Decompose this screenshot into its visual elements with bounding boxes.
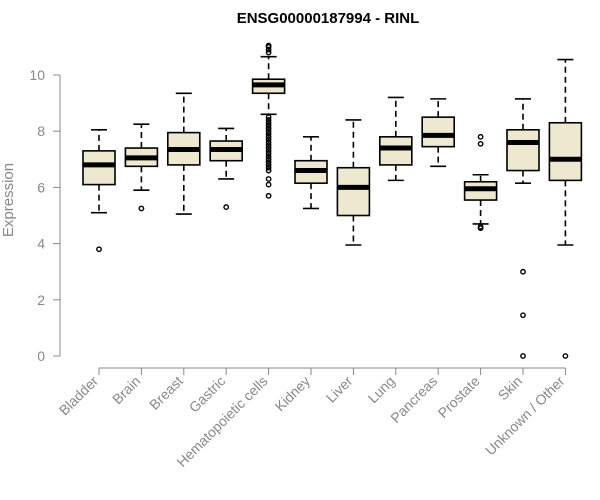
plot-area [82,42,583,359]
box-iqr [378,136,413,166]
box-group [124,123,159,212]
outlier-point [265,122,272,129]
x-tick-label: Skin [495,373,526,404]
outlier-point [265,42,272,49]
box-group [421,98,456,168]
y-tick-label: 8 [37,123,45,139]
outlier-point [265,176,272,182]
box-group [336,119,371,246]
outlier-point [265,156,272,163]
box-iqr [506,128,540,172]
box-group [82,128,116,253]
outlier-point [265,153,272,160]
box-iqr [548,121,583,182]
outlier-point [265,147,272,154]
chart-title: ENSG00000187994 - RINL [237,10,420,27]
outlier-point [265,119,272,126]
box-group [463,133,498,232]
box-group [167,92,201,215]
outlier-point [265,114,272,121]
x-tick-label: Brain [109,373,143,407]
outlier-point [265,167,272,174]
outlier-point [265,142,272,149]
x-tick-label: Kidney [272,373,314,415]
outlier-point [265,128,272,135]
y-tick-label: 0 [37,348,45,364]
outlier-point [265,117,272,123]
x-tick-label: Bladder [56,373,102,419]
box-group [209,127,243,210]
outlier-point [265,139,272,146]
y-axis: 0 2 4 6 8 10 [29,67,61,364]
outlier-point [265,159,272,166]
outlier-point [265,164,272,171]
outlier-point [265,49,272,56]
outlier-point [138,205,145,212]
box-group [251,42,286,199]
outlier-point [265,150,272,157]
outlier-point [562,353,569,359]
y-tick-label: 10 [29,67,45,83]
box-group [506,98,540,359]
outlier-point [477,133,484,140]
outlier-point [265,136,272,143]
outlier-point [520,312,526,319]
outlier-point [265,192,272,199]
y-tick-label: 4 [37,236,45,252]
outlier-point [265,125,272,132]
outlier-point [223,204,230,210]
outlier-point [265,162,272,168]
box-group [294,136,328,210]
outlier-point [265,181,272,188]
outlier-point [96,246,102,253]
x-tick-label: Prostate [435,373,483,421]
outlier-point [477,223,484,230]
box-iqr [421,116,456,148]
y-tick-label: 2 [37,292,45,308]
box-iqr [336,166,371,217]
outlier-point [265,131,272,137]
outlier-point [520,353,526,359]
outlier-point [265,145,272,151]
x-tick-label: Unknown / Other [482,373,568,459]
x-tick-label: Liver [323,373,356,406]
box-group [548,58,583,359]
outlier-point [265,133,272,140]
y-tick-label: 6 [37,179,45,195]
x-tick-label: Breast [146,373,186,413]
x-tick-label: Lung [365,373,398,406]
box-iqr [82,150,116,186]
x-tick-label: Pancreas [387,373,440,426]
box-group [378,96,413,182]
y-axis-label: Expression [0,163,17,237]
outlier-point [520,268,526,275]
outlier-point [477,140,484,147]
